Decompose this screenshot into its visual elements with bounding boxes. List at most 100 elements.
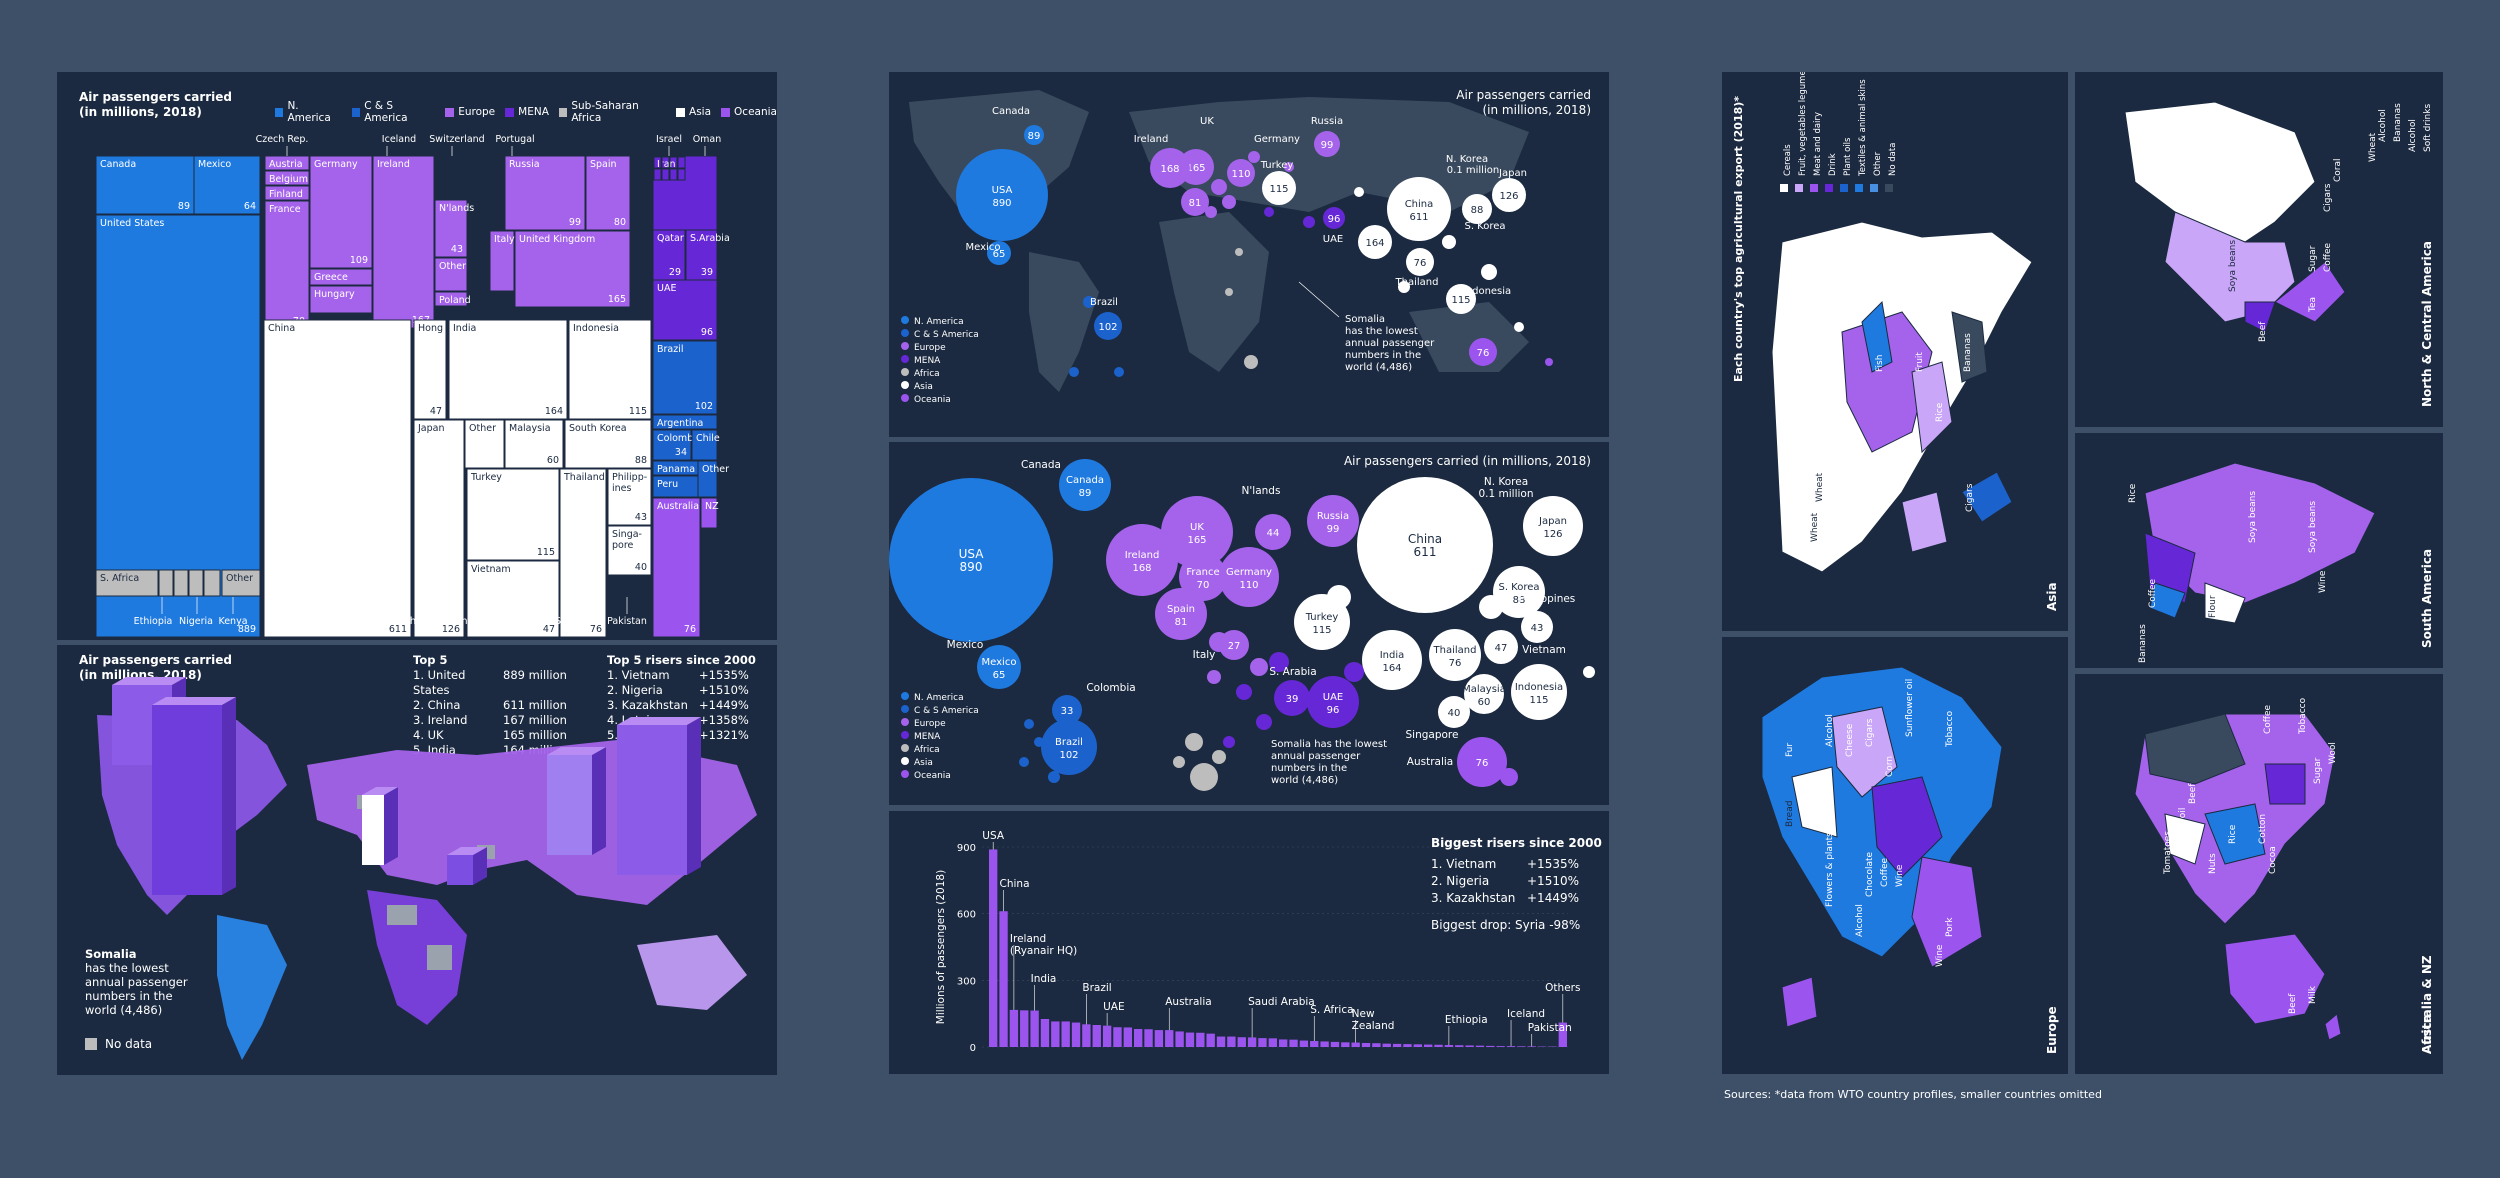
bubble-name: China	[1408, 532, 1442, 546]
bubble-circle	[1155, 588, 1207, 640]
worldmap-label: Russia	[1311, 116, 1343, 127]
treemap-cell-label: Mexico	[198, 159, 231, 170]
worldmap-bubble: 115	[1262, 171, 1296, 205]
bubble-circle	[1219, 547, 1279, 607]
agri-country	[2324, 1013, 2342, 1041]
treemap-cell: Finland	[264, 185, 310, 201]
worldmap-somalia-line: Somalia	[1345, 314, 1385, 325]
worldmap-bubble: 88	[1462, 194, 1492, 224]
agri-label: Wine	[2318, 570, 2328, 593]
bubble-dot	[1048, 771, 1060, 783]
treemap-outer-label: Czech Rep.	[256, 134, 309, 145]
treemap-subcell	[677, 156, 686, 169]
bar3d-somalia-note: Somalia has the lowest annual passenger …	[85, 947, 188, 1017]
top5-title: Top 5	[413, 653, 448, 667]
treemap-cell: Other	[464, 419, 505, 469]
treemap-cell-value: 165	[608, 294, 626, 305]
worldmap-bubble: 65	[987, 241, 1011, 265]
worldmap-bubble-value: 102	[1098, 322, 1117, 333]
bubble-value: 39	[1286, 694, 1299, 705]
worldmap-bubble-circle	[1227, 159, 1255, 187]
bubble-dot	[1250, 658, 1268, 676]
treemap-cell: Brazil 102	[652, 340, 718, 415]
worldmap-landmass	[1409, 302, 1529, 372]
bar-ytick: 0	[970, 1043, 976, 1054]
bar-annotation: USA	[982, 830, 1005, 842]
treemap-cell: Spain 80	[585, 155, 631, 231]
bar-mark	[1185, 1032, 1195, 1047]
bubble: 43	[1521, 611, 1553, 643]
bar3d-title-main: Air passengers carried	[79, 653, 233, 667]
bubble-circle	[1179, 553, 1227, 601]
worldmap-dot	[1069, 367, 1079, 377]
leader-line	[1298, 281, 1340, 318]
bar-mark	[1330, 1041, 1340, 1047]
treemap-cell-rect	[607, 468, 652, 526]
agri-legend-label: No data	[1888, 143, 1898, 176]
legend-label: Asia	[689, 106, 712, 118]
treemap-cell-rect	[652, 229, 686, 281]
treemap-cell: Germany 109	[309, 155, 373, 269]
agri-label: Tea	[2308, 297, 2318, 313]
agri-label: Bananas	[1963, 333, 1973, 372]
worldmap-somalia-line: annual passenger	[1345, 338, 1435, 349]
worldmap-bubble-circle	[956, 149, 1048, 241]
bubble: UK 165	[1161, 496, 1233, 568]
agri-label: Flour	[2208, 595, 2218, 618]
bar-mark	[1123, 1027, 1132, 1047]
treemap-cell-rect	[95, 214, 261, 638]
treemap-subcell	[653, 156, 662, 169]
bar3d-somalia-line: annual passenger	[85, 975, 188, 989]
agri-label: Rice	[1935, 402, 1945, 422]
agri-asia-panel: Cereals Fruit, vegetables legumes & nuts M…	[1722, 72, 2068, 631]
bubble-circle	[1041, 719, 1097, 775]
treemap-cell-rect	[372, 155, 435, 329]
bubble-name: Thailand	[1433, 645, 1477, 656]
treemap-cell: Poland	[434, 291, 471, 307]
bar-mark	[1020, 1010, 1029, 1047]
worldmap-dot	[1205, 206, 1217, 218]
treemap-cell-label: China	[268, 323, 295, 334]
agri-legend-swatch	[1795, 184, 1803, 192]
bubble-value: 115	[1529, 695, 1548, 706]
bubble-dot	[1173, 756, 1185, 768]
kv-row: 3. Kazakhstan +1449%	[1431, 890, 1602, 907]
bubble-outside-label: Vietnam	[1522, 644, 1566, 656]
worldmap-legend-label: Oceania	[914, 395, 951, 405]
bubble-legend-dot	[901, 731, 909, 739]
legend-label: N. America	[287, 100, 331, 124]
treemap-cell-value: 47	[543, 624, 555, 635]
agri-label: Tobacco	[2298, 697, 2308, 735]
treemap-subcell	[669, 168, 678, 181]
bar3d-top	[547, 747, 606, 755]
agri-label: Wheat	[2130, 202, 2140, 232]
treemap-cell-rect	[193, 155, 261, 215]
bar3d-side	[384, 787, 398, 865]
worldmap-dot	[1354, 187, 1364, 197]
kv-row: 3. Kazakhstan +1449%	[607, 698, 756, 713]
worldmap-dot	[1442, 235, 1456, 249]
worldmap-bubble: 96	[1323, 207, 1345, 229]
bar-mark	[1455, 1045, 1464, 1047]
treemap-cell: Argentina	[652, 414, 718, 430]
bar-annotation: New	[1352, 1008, 1375, 1020]
bubble: Japan 126	[1523, 496, 1583, 556]
agri-label: Rice	[2228, 824, 2238, 844]
agri-country	[1831, 706, 1898, 798]
bubble-legend-item: MENA	[901, 731, 941, 742]
treemap-cell: Japan 126	[413, 419, 465, 638]
bubble-circle	[1357, 477, 1493, 613]
legend-item: Oceania	[721, 100, 777, 124]
treemap-cell-rect	[504, 419, 564, 469]
worldmap-legend-item: N. America	[901, 316, 964, 327]
legend-label: Oceania	[734, 106, 777, 118]
treemap-outer-label: Oman	[693, 134, 722, 145]
agri-label: Beef	[2148, 612, 2158, 633]
agri-country	[1861, 300, 1893, 373]
bar-mark	[1071, 1022, 1081, 1047]
treemap-cell-rect	[95, 569, 159, 597]
treemap-cell-value: 102	[695, 401, 713, 412]
bubble: 33	[1052, 695, 1082, 725]
bar-annotation: Ireland	[1010, 933, 1046, 945]
